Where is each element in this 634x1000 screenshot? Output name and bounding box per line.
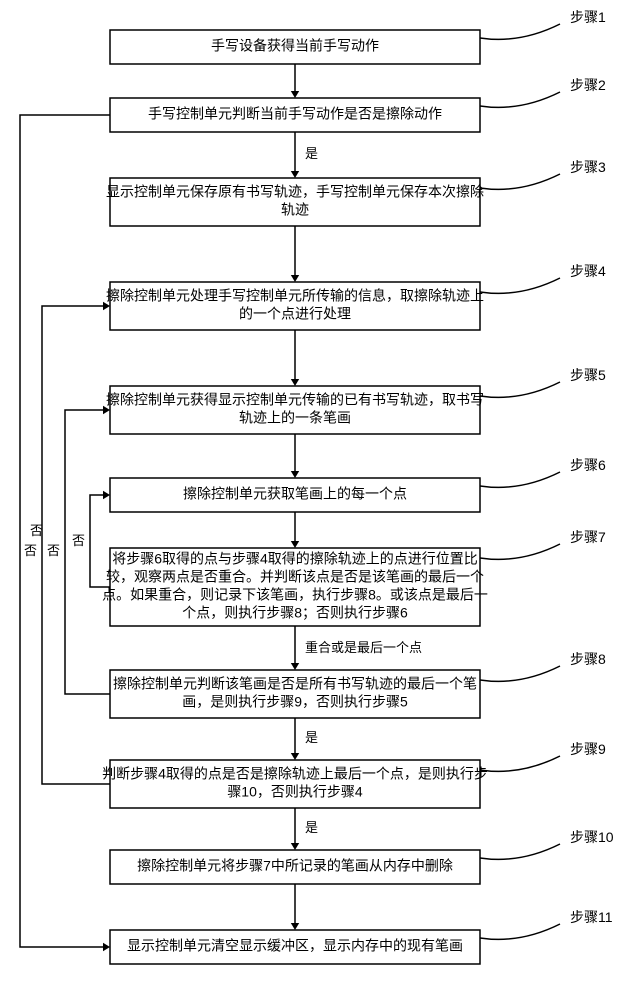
label-hook (480, 278, 560, 293)
step-label-s9: 步骤9 (570, 741, 606, 757)
label-hook (480, 24, 560, 39)
edge-label: 否 (24, 543, 37, 558)
step-text-s4: 擦除控制单元处理手写控制单元所传输的信息，取擦除轨迹上 (106, 288, 484, 304)
edge-label: 否 (47, 543, 60, 558)
step-text-s5: 轨迹上的一条笔画 (239, 410, 351, 426)
edge-label: 否 (72, 533, 85, 548)
label-hook (480, 666, 560, 681)
step-label-s1: 步骤1 (570, 9, 606, 25)
step-label-s11: 步骤11 (570, 909, 613, 925)
step-text-s8: 擦除控制单元判断该笔画是否是所有书写轨迹的最后一个笔 (113, 676, 477, 692)
label-hook (480, 92, 560, 107)
step-text-s5: 擦除控制单元获得显示控制单元传输的已有书写轨迹，取书写 (106, 392, 484, 408)
edge-label: 重合或是最后一个点 (305, 640, 422, 655)
step-text-s2: 手写控制单元判断当前手写动作是否是擦除动作 (148, 106, 442, 122)
step-text-s8: 画，是则执行步骤9，否则执行步骤5 (182, 694, 408, 710)
label-hook (480, 382, 560, 397)
step-text-s4: 的一个点进行处理 (239, 306, 351, 322)
label-hook (480, 544, 560, 559)
edge-label: 是 (305, 146, 318, 161)
edge-label: 是 (305, 820, 318, 835)
step-label-s8: 步骤8 (570, 651, 606, 667)
step-label-s7: 步骤7 (570, 529, 606, 545)
step-text-s11: 显示控制单元清空显示缓冲区，显示内存中的现有笔画 (127, 938, 463, 954)
step-text-s7: 较，观察两点是否重合。并判断该点是否是该笔画的最后一个 (106, 569, 484, 585)
step-label-s4: 步骤4 (570, 263, 606, 279)
edge-label: 否 (30, 523, 43, 538)
step-text-s7: 个点，则执行步骤8；否则执行步骤6 (182, 605, 408, 622)
label-hook (480, 924, 560, 939)
step-text-s6: 擦除控制单元获取笔画上的每一个点 (183, 486, 407, 502)
label-hook (480, 756, 560, 771)
step-text-s10: 擦除控制单元将步骤7中所记录的笔画从内存中删除 (137, 858, 453, 874)
flowchart-canvas: 手写设备获得当前手写动作 步骤1 手写控制单元判断当前手写动作是否是擦除动作 步骤2 显… (0, 0, 634, 1000)
step-text-s7: 将步骤6取得的点与步骤4取得的擦除轨迹上的点进行位置比 (112, 551, 478, 567)
step-text-s7: 点。如果重合，则记录下该笔画，执行步骤8。或该点是最后一 (102, 587, 488, 603)
step-text-s9: 判断步骤4取得的点是否是擦除轨迹上最后一个点，是则执行步 (102, 766, 488, 782)
step-text-s9: 骤10，否则执行步骤4 (227, 784, 363, 800)
label-hook (480, 472, 560, 487)
step-label-s5: 步骤5 (570, 367, 606, 383)
step-text-s3: 显示控制单元保存原有书写轨迹，手写控制单元保存本次擦除 (106, 184, 484, 200)
step-text-s3: 轨迹 (281, 202, 309, 218)
step-label-s3: 步骤3 (570, 159, 606, 175)
edge-label: 是 (305, 730, 318, 745)
step-label-s6: 步骤6 (570, 457, 606, 473)
label-hook (480, 844, 560, 859)
loop-arrow (65, 410, 110, 694)
label-hook (480, 174, 560, 189)
step-text-s1: 手写设备获得当前手写动作 (211, 38, 379, 54)
step-label-s10: 步骤10 (570, 829, 614, 845)
step-label-s2: 步骤2 (570, 77, 606, 93)
